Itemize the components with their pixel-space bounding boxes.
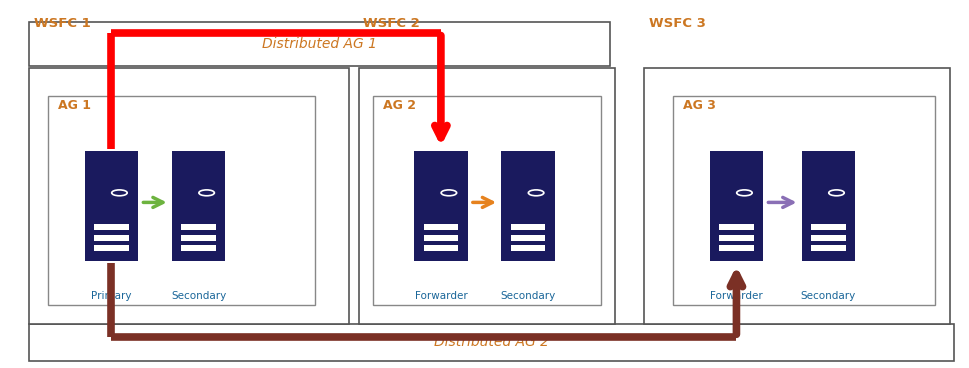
FancyBboxPatch shape <box>644 68 950 324</box>
FancyBboxPatch shape <box>511 224 546 230</box>
FancyBboxPatch shape <box>94 245 129 251</box>
FancyBboxPatch shape <box>172 151 225 261</box>
FancyBboxPatch shape <box>181 224 216 230</box>
FancyBboxPatch shape <box>673 96 935 305</box>
Text: AG 3: AG 3 <box>683 99 716 112</box>
FancyBboxPatch shape <box>511 235 546 241</box>
FancyBboxPatch shape <box>181 235 216 241</box>
Text: Secondary: Secondary <box>500 291 556 301</box>
FancyBboxPatch shape <box>511 245 546 251</box>
FancyBboxPatch shape <box>29 324 954 361</box>
Text: WSFC 1: WSFC 1 <box>34 17 91 29</box>
Text: WSFC 3: WSFC 3 <box>649 17 706 29</box>
Text: Distributed AG 1: Distributed AG 1 <box>263 37 377 51</box>
FancyBboxPatch shape <box>373 96 601 305</box>
FancyBboxPatch shape <box>811 235 846 241</box>
FancyBboxPatch shape <box>502 151 555 261</box>
Text: Secondary: Secondary <box>800 291 857 301</box>
FancyBboxPatch shape <box>29 68 349 324</box>
FancyBboxPatch shape <box>85 151 138 261</box>
FancyBboxPatch shape <box>415 151 467 261</box>
Text: AG 1: AG 1 <box>58 99 91 112</box>
Text: Distributed AG 2: Distributed AG 2 <box>434 335 549 349</box>
FancyBboxPatch shape <box>423 235 458 241</box>
FancyBboxPatch shape <box>801 151 855 261</box>
Text: Forwarder: Forwarder <box>415 291 467 301</box>
FancyBboxPatch shape <box>94 224 129 230</box>
FancyBboxPatch shape <box>181 245 216 251</box>
FancyBboxPatch shape <box>359 68 615 324</box>
FancyBboxPatch shape <box>811 245 846 251</box>
FancyBboxPatch shape <box>94 235 129 241</box>
Text: Secondary: Secondary <box>171 291 227 301</box>
Text: WSFC 2: WSFC 2 <box>363 17 421 29</box>
FancyBboxPatch shape <box>423 245 458 251</box>
Text: Primary: Primary <box>91 291 132 301</box>
FancyBboxPatch shape <box>719 235 754 241</box>
Text: Forwarder: Forwarder <box>710 291 763 301</box>
FancyBboxPatch shape <box>811 224 846 230</box>
FancyBboxPatch shape <box>719 245 754 251</box>
FancyBboxPatch shape <box>709 151 764 261</box>
FancyBboxPatch shape <box>719 224 754 230</box>
FancyBboxPatch shape <box>29 22 610 66</box>
FancyBboxPatch shape <box>48 96 315 305</box>
Text: AG 2: AG 2 <box>383 99 416 112</box>
FancyBboxPatch shape <box>423 224 458 230</box>
